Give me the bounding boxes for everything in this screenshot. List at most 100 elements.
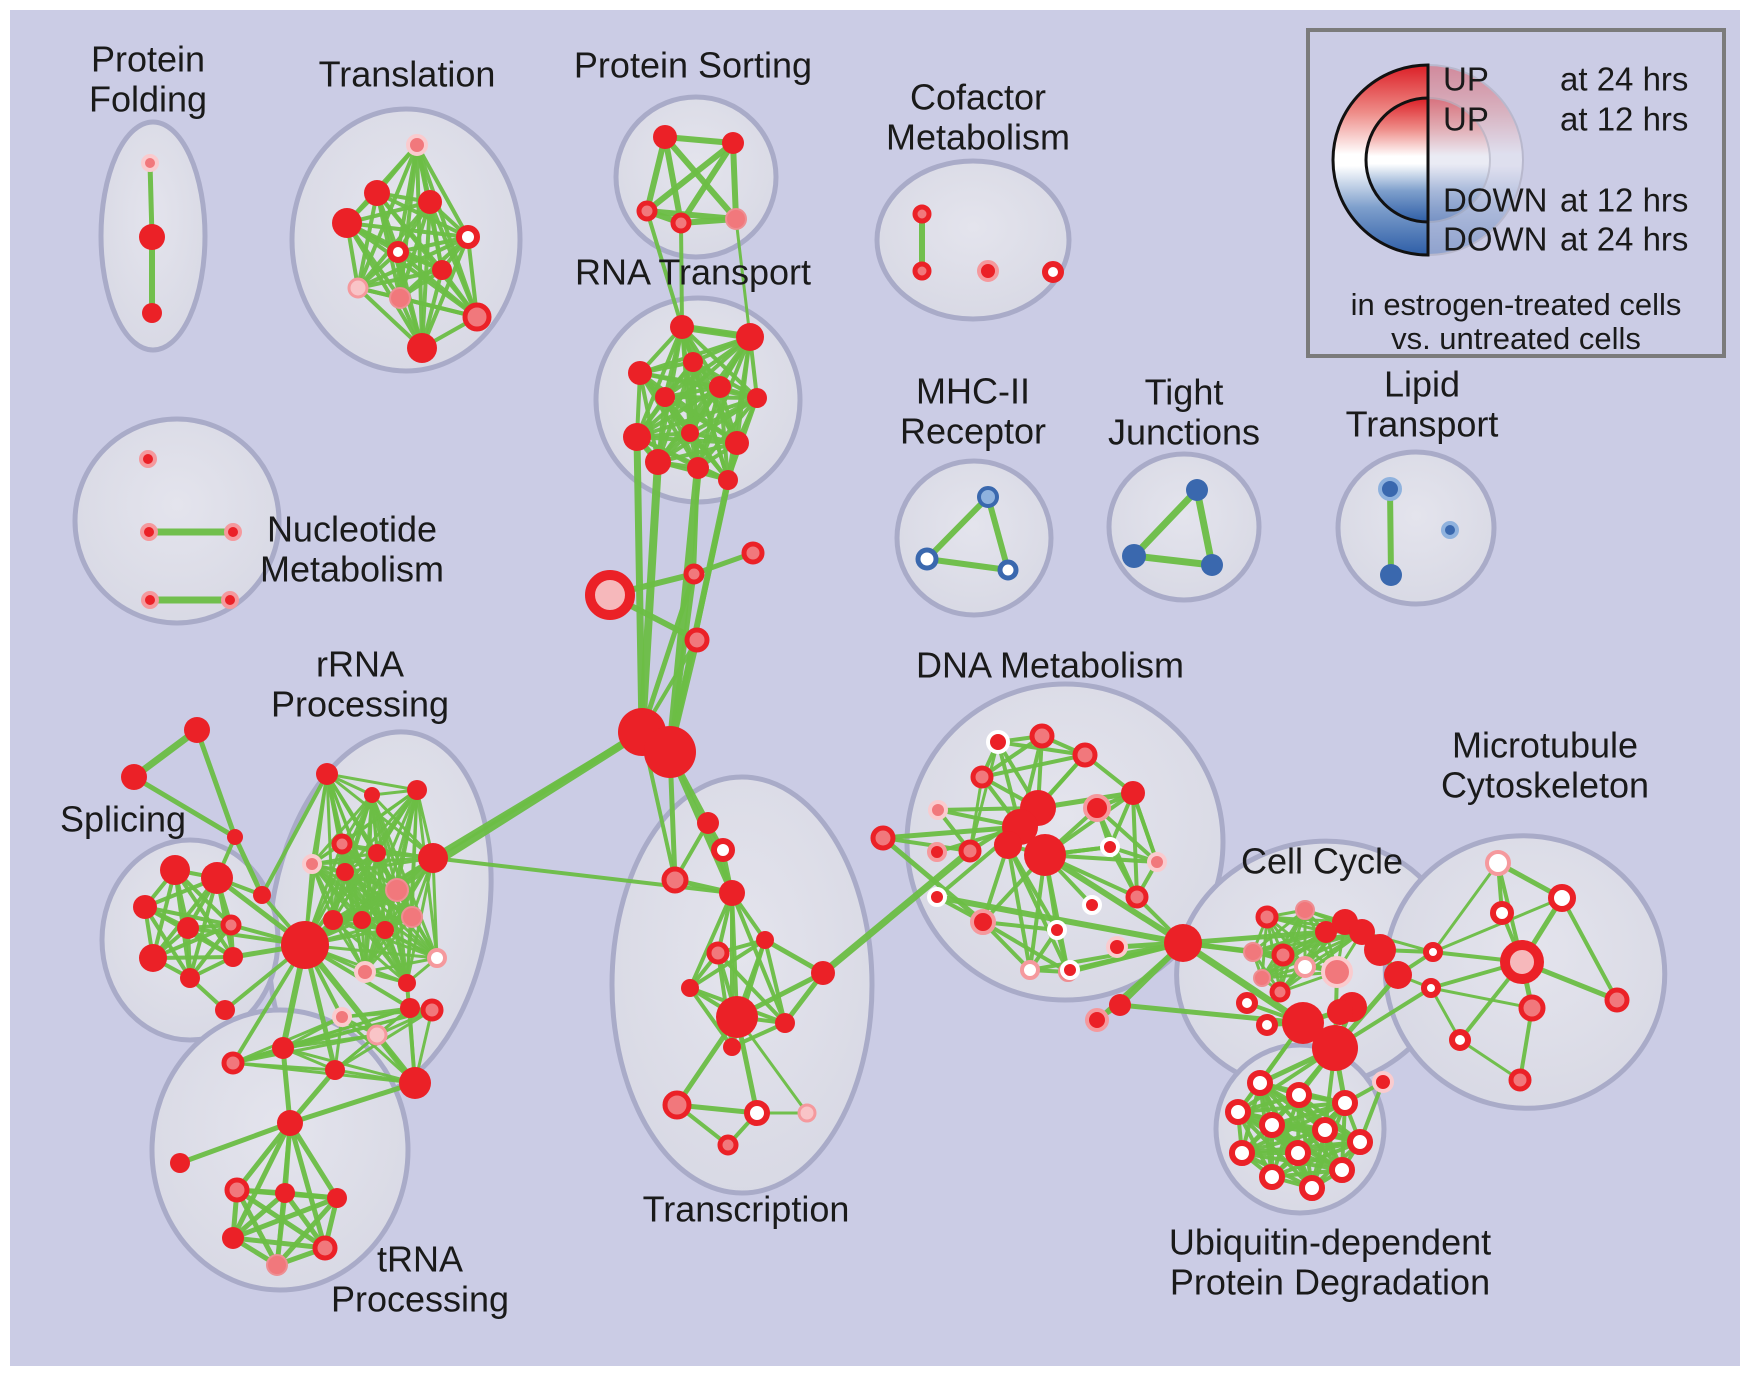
node-ub4 — [1225, 1099, 1251, 1125]
node-tk6 — [644, 726, 696, 778]
legend-direction-label: DOWN — [1443, 182, 1547, 219]
network-edge — [880, 824, 1023, 841]
legend-direction-label: UP — [1443, 61, 1489, 98]
node-tx7 — [811, 961, 835, 985]
node-tr4 — [332, 1007, 352, 1027]
node-sx3 — [227, 829, 243, 845]
network-edge — [325, 772, 419, 792]
network-edge — [1131, 791, 1159, 864]
network-edge — [415, 143, 470, 239]
node-dm6 — [870, 825, 896, 851]
network-edge — [1180, 929, 1329, 946]
node-tl10 — [462, 302, 492, 332]
cluster-label-cell-cycle: Cell Cycle — [1241, 841, 1403, 882]
node-dm23 — [1106, 936, 1128, 958]
network-edge — [151, 868, 177, 960]
network-edge — [395, 888, 409, 985]
network-edge — [1251, 930, 1364, 954]
cluster-label-cofactor-metabolism: Cofactor — [910, 77, 1046, 118]
network-edge — [1240, 1128, 1327, 1155]
node-dm15 — [1147, 852, 1167, 872]
node-rr17 — [398, 974, 416, 992]
node-ub12 — [1299, 1175, 1325, 1201]
network-edge — [231, 1033, 379, 1065]
node-rr15 — [354, 961, 376, 983]
node-ub5 — [1259, 1112, 1285, 1138]
node-sp8 — [223, 947, 243, 967]
node-dm9 — [1083, 794, 1111, 822]
node-ub8 — [1229, 1140, 1255, 1166]
cluster-label-lipid-transport: Lipid — [1384, 364, 1460, 405]
network-edge — [177, 1120, 293, 1166]
node-mt7 — [1423, 942, 1443, 962]
node-mt2 — [1548, 884, 1576, 912]
network-edge — [1251, 908, 1307, 954]
node-dm8 — [1121, 781, 1145, 805]
node-rt11 — [645, 449, 671, 475]
network-edge — [1179, 939, 1307, 1027]
network-edge — [662, 134, 684, 226]
node-cf3 — [977, 260, 999, 282]
node-dm19 — [970, 909, 996, 935]
cluster-label-splicing: Splicing — [60, 799, 186, 840]
node-dm2 — [1029, 723, 1055, 749]
network-edge — [1387, 486, 1394, 578]
legend-time-label: at 24 hrs — [1560, 61, 1688, 98]
cluster-label-protein-folding: Protein — [91, 39, 205, 80]
node-cc11 — [1269, 981, 1291, 1003]
node-lt1 — [1378, 477, 1402, 501]
node-tl1 — [406, 134, 428, 156]
node-cc21 — [1364, 934, 1396, 966]
network-edge — [1431, 861, 1500, 954]
node-cc7 — [1271, 943, 1295, 967]
network-edge — [356, 268, 444, 290]
network-edge — [287, 1080, 418, 1126]
node-rt8 — [623, 423, 651, 451]
node-rr7 — [368, 844, 386, 862]
node-ub7 — [1347, 1129, 1373, 1155]
network-edge — [880, 835, 986, 925]
node-tx10 — [775, 1013, 795, 1033]
node-cc20 — [1060, 960, 1080, 980]
node-cc2 — [1295, 900, 1315, 920]
node-mt4 — [1500, 940, 1544, 984]
node-ps5 — [725, 208, 747, 230]
node-sx1 — [184, 717, 210, 743]
cluster-label-nucleotide-metabolism: Metabolism — [260, 549, 444, 590]
node-rr14 — [427, 948, 447, 968]
network-edge — [688, 891, 734, 990]
node-tx11 — [723, 1038, 741, 1056]
node-cf1 — [912, 204, 932, 224]
cluster-label-protein-sorting: Protein Sorting — [574, 45, 812, 86]
node-dm24 — [1164, 924, 1202, 962]
cluster-label-cofactor-metabolism: Metabolism — [886, 117, 1070, 158]
node-rr3 — [407, 780, 427, 800]
node-tk3 — [741, 541, 765, 565]
node-tr16 — [312, 1235, 338, 1261]
node-rr12 — [376, 921, 394, 939]
node-tr12 — [275, 1183, 295, 1203]
legend-direction-label: DOWN — [1443, 221, 1547, 258]
node-dm4 — [970, 765, 994, 789]
node-cc3 — [1315, 921, 1337, 943]
node-rr5 — [302, 854, 322, 874]
node-nm5 — [221, 591, 239, 609]
node-rt5 — [709, 376, 731, 398]
node-tx5 — [756, 931, 774, 949]
node-tk4 — [684, 627, 710, 653]
network-edge — [234, 1120, 293, 1193]
node-tx9 — [716, 996, 758, 1038]
network-edge — [644, 134, 668, 214]
network-edge — [1281, 930, 1364, 957]
node-cc13 — [1256, 1014, 1278, 1036]
node-mh1 — [977, 486, 999, 508]
cluster-label-mhc-ii-receptor: Receptor — [900, 411, 1046, 452]
network-edge — [274, 1195, 340, 1268]
node-cc12 — [1236, 992, 1258, 1014]
legend-direction-label: UP — [1443, 101, 1489, 138]
cluster-label-tight-junctions: Junctions — [1108, 412, 1260, 453]
network-edge — [1560, 896, 1619, 1002]
node-rr1 — [316, 763, 338, 785]
node-tx2 — [711, 838, 735, 862]
node-tx12 — [662, 1090, 692, 1120]
